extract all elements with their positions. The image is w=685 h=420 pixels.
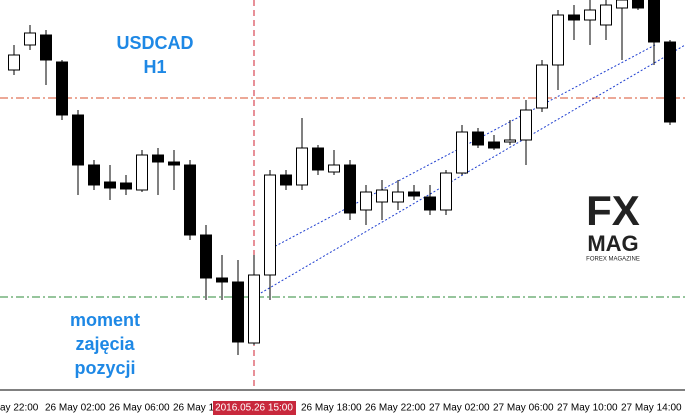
x-tick-label: ay 22:00 [0,403,39,414]
candle-body [488,141,500,149]
candle-body [88,164,100,186]
candle-body [648,0,660,43]
logo: MAG [587,231,638,256]
candle-body [8,54,20,71]
annotation: zajęcia [75,334,135,354]
candle-body [440,172,452,211]
x-tick-label: 27 May 14:00 [621,403,682,414]
candle-body [456,131,468,174]
candle-body [200,234,212,279]
candle-body [616,0,628,9]
candle-body [392,191,404,203]
candle-body [168,161,180,166]
candle-body [216,277,228,283]
candle-body [344,164,356,214]
candle-body [312,147,324,171]
annotation: pozycji [74,358,135,378]
logo: FOREX MAGAZINE [586,257,640,263]
candle-body [40,34,52,61]
x-tick-label: 26 May 02:00 [45,403,106,414]
trend-line [253,44,685,298]
candle-body [184,164,196,236]
x-tick-label: 27 May 10:00 [557,403,618,414]
candle-body [664,41,676,123]
x-tick-label: 27 May 02:00 [429,403,490,414]
candle-body [584,9,596,21]
candle-body [408,191,420,197]
candle-body [376,189,388,203]
candle-body [152,154,164,163]
x-tick-label: 26 May 06:00 [109,403,170,414]
candle-body [232,281,244,343]
candle-body [472,131,484,146]
candle-body [520,109,532,141]
x-tick-label: 27 May 06:00 [493,403,554,414]
candle-body [632,0,644,9]
symbol: USDCAD [116,33,193,53]
candle-body [600,4,612,26]
annotation: moment [70,310,140,330]
plot [0,0,685,355]
x-tick-label: 26 May 18:00 [301,403,362,414]
logo: FX [586,187,640,234]
candle-body [424,196,436,211]
timeframe: H1 [143,57,166,77]
candle-body [264,174,276,276]
candle-body [120,182,132,190]
x-tick-label: 26 May 1 [173,403,215,414]
candle-body [56,61,68,116]
trend-line [267,44,656,251]
x-highlight [213,401,296,415]
candle-body [296,147,308,186]
candle-body [72,114,84,166]
candle-body [360,191,372,211]
candle-body [136,154,148,191]
candle-body [504,139,516,143]
candle-body [104,181,116,189]
candle-body [328,164,340,173]
x-tick-label: 26 May 22:00 [365,403,426,414]
candle-body [536,64,548,109]
candle-body [280,174,292,186]
candle-body [24,32,36,46]
candle-body [248,274,260,344]
candle-body [568,14,580,21]
x-tick-label: 2016.05.26 15:00 [215,403,293,414]
candle-body [552,14,564,66]
